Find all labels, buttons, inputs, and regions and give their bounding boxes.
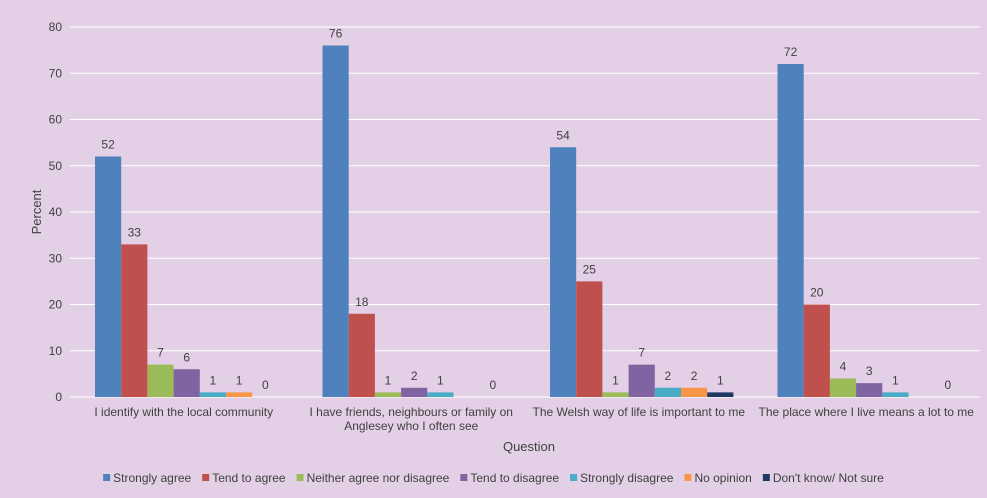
bar: [95, 156, 122, 397]
data-label: 2: [691, 369, 698, 383]
data-label: 2: [411, 369, 418, 383]
data-label: 54: [556, 128, 570, 142]
y-axis-ticks: 0 10 20 30 40 50 60 70 80: [49, 20, 63, 404]
legend: Strongly agree Tend to agree Neither agree…: [103, 471, 884, 485]
bar: [707, 392, 734, 397]
bar: [654, 387, 681, 397]
x-category-label: The place where I live means a lot to me: [759, 405, 975, 419]
data-label: 7: [157, 346, 164, 360]
legend-swatch: [570, 474, 578, 481]
legend-swatch: [460, 474, 468, 481]
y-tick-label: 40: [49, 205, 63, 219]
data-label: 4: [840, 360, 847, 374]
bar: [173, 369, 200, 397]
data-label: 1: [717, 373, 724, 387]
data-label: 18: [355, 295, 369, 309]
bar: [829, 378, 857, 397]
data-label: 0: [489, 378, 496, 392]
bar: [628, 364, 655, 397]
bar: [322, 45, 349, 397]
legend-swatch: [762, 474, 770, 481]
data-label: 52: [101, 138, 115, 152]
y-tick-label: 10: [49, 344, 63, 358]
data-label: 1: [612, 373, 619, 387]
data-label: 76: [329, 27, 343, 41]
data-label: 6: [183, 350, 190, 364]
legend-swatch: [202, 474, 210, 481]
x-category-label: I identify with the local community: [94, 405, 273, 419]
bars: [95, 45, 909, 397]
legend-swatch: [684, 474, 692, 481]
y-tick-label: 60: [49, 113, 63, 127]
data-label: 20: [810, 286, 824, 300]
bar: [374, 392, 402, 397]
y-tick-label: 50: [49, 159, 63, 173]
bar: [401, 387, 428, 397]
y-tick-label: 70: [49, 66, 63, 80]
data-label: 7: [638, 346, 645, 360]
legend-swatch: [103, 474, 111, 481]
bar: [550, 147, 577, 397]
bar: [882, 392, 909, 397]
bar: [226, 392, 253, 397]
data-label: 2: [665, 369, 672, 383]
x-axis-categories: I identify with the local community I hav…: [94, 405, 974, 433]
legend-label: Strongly agree: [113, 471, 191, 485]
bar: [427, 392, 454, 397]
bar: [856, 383, 883, 397]
data-label: 33: [128, 225, 142, 239]
bar: [121, 244, 148, 397]
y-tick-label: 0: [55, 390, 62, 404]
data-label: 0: [944, 378, 951, 392]
data-label: 1: [437, 373, 444, 387]
legend-swatch: [296, 474, 304, 481]
legend-label: Tend to disagree: [470, 471, 559, 485]
legend-label: Neither agree nor disagree: [307, 471, 450, 485]
bar: [602, 392, 629, 397]
bar: [576, 281, 603, 397]
data-label: 0: [262, 378, 269, 392]
legend-label: Don't know/ Not sure: [773, 471, 884, 485]
data-label: 1: [210, 373, 217, 387]
bar: [199, 392, 226, 397]
bar: [147, 364, 174, 397]
x-category-label: The Welsh way of life is important to me: [532, 405, 745, 419]
data-label: 1: [385, 373, 392, 387]
x-category-label: I have friends, neighbours or family on: [310, 405, 513, 419]
y-tick-label: 30: [49, 251, 63, 265]
y-tick-label: 20: [49, 298, 63, 312]
data-label: 3: [866, 364, 873, 378]
data-label: 1: [892, 373, 899, 387]
bar: [681, 387, 708, 397]
bar: [348, 313, 375, 397]
x-category-label: Anglesey who I often see: [344, 419, 478, 433]
x-axis-title: Question: [503, 439, 555, 454]
y-axis-title: Percent: [29, 189, 44, 234]
bar: [777, 64, 804, 397]
data-label: 72: [784, 45, 798, 59]
legend-label: Tend to agree: [212, 471, 286, 485]
legend-label: No opinion: [694, 471, 751, 485]
bar: [803, 304, 830, 397]
data-label: 1: [236, 373, 243, 387]
data-label: 25: [583, 262, 597, 276]
y-tick-label: 80: [49, 20, 63, 34]
legend-label: Strongly disagree: [580, 471, 674, 485]
